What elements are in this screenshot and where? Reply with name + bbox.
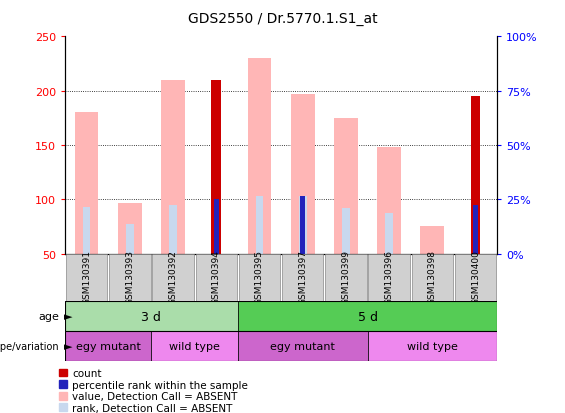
Legend: count, percentile rank within the sample, value, Detection Call = ABSENT, rank, : count, percentile rank within the sample… [59, 368, 248, 413]
Bar [325, 254, 367, 301]
Bar [334, 119, 358, 254]
Bar [75, 113, 98, 254]
Text: age: age [38, 311, 59, 321]
Bar [385, 214, 393, 254]
Bar [471, 97, 480, 254]
Text: GSM130397: GSM130397 [298, 249, 307, 304]
Bar [238, 301, 497, 331]
Text: genotype/variation: genotype/variation [0, 341, 59, 351]
Bar [66, 254, 107, 301]
Text: GSM130393: GSM130393 [125, 249, 134, 304]
Bar [238, 331, 368, 361]
Text: GSM130398: GSM130398 [428, 249, 437, 304]
Bar [82, 207, 90, 254]
Bar [420, 227, 444, 254]
Text: 5 d: 5 d [358, 310, 377, 323]
Bar [377, 148, 401, 254]
Text: wild type: wild type [169, 341, 220, 351]
Text: ►: ► [64, 341, 72, 351]
Text: GSM130391: GSM130391 [82, 249, 91, 304]
Bar [118, 203, 142, 254]
Bar [455, 254, 496, 301]
Text: GSM130400: GSM130400 [471, 249, 480, 304]
Text: egy mutant: egy mutant [270, 341, 335, 351]
Text: egy mutant: egy mutant [76, 341, 141, 351]
Bar [126, 225, 134, 254]
Bar [214, 200, 219, 254]
Text: 3 d: 3 d [141, 310, 162, 323]
Text: wild type: wild type [407, 341, 458, 351]
Bar [151, 331, 238, 361]
Bar [161, 81, 185, 254]
Bar [153, 254, 194, 301]
Bar [109, 254, 150, 301]
Bar [368, 254, 410, 301]
Bar [65, 331, 151, 361]
Text: GDS2550 / Dr.5770.1.S1_at: GDS2550 / Dr.5770.1.S1_at [188, 12, 377, 26]
Bar [473, 205, 478, 254]
Bar [65, 301, 238, 331]
Bar [367, 331, 497, 361]
Bar [300, 197, 305, 254]
Bar [412, 254, 453, 301]
Text: GSM130395: GSM130395 [255, 249, 264, 304]
Bar [255, 197, 263, 254]
Bar [211, 81, 221, 254]
Bar [247, 59, 271, 254]
Text: GSM130396: GSM130396 [385, 249, 394, 304]
Text: GSM130394: GSM130394 [212, 249, 221, 304]
Bar [195, 254, 237, 301]
Text: GSM130392: GSM130392 [168, 249, 177, 304]
Text: GSM130399: GSM130399 [341, 249, 350, 304]
Bar [239, 254, 280, 301]
Bar [299, 197, 307, 254]
Text: ►: ► [64, 311, 72, 321]
Bar [342, 209, 350, 254]
Bar [291, 95, 315, 254]
Bar [282, 254, 323, 301]
Bar [169, 205, 177, 254]
